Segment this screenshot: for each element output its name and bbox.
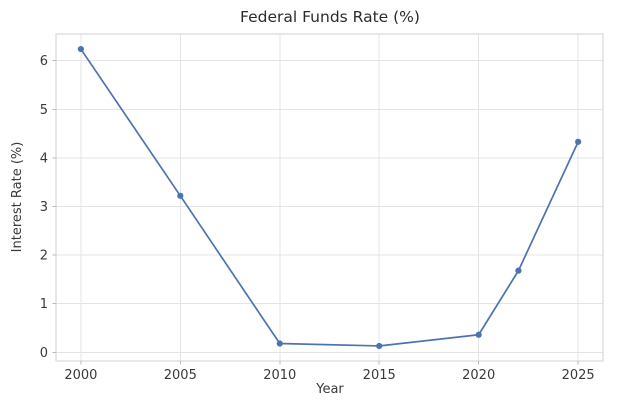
x-axis-label: Year	[315, 382, 344, 397]
y-axis-label: Interest Rate (%)	[10, 142, 25, 253]
axis-ticks: 2000 2005 2010 2015 2020 2025 0 1 2 3 4 5 6	[40, 54, 595, 383]
y-tick-label: 4	[40, 151, 48, 166]
x-tick-label: 2005	[164, 368, 197, 383]
y-tick-label: 2	[40, 249, 48, 264]
y-tick-label: 3	[40, 200, 48, 215]
data-point	[515, 267, 522, 274]
data-point	[177, 192, 184, 199]
data-point	[276, 340, 283, 347]
x-tick-label: 2000	[64, 368, 97, 383]
chart-title: Federal Funds Rate (%)	[240, 8, 420, 26]
x-tick-label: 2025	[562, 368, 595, 383]
x-tick-label: 2020	[462, 368, 495, 383]
y-tick-label: 1	[40, 297, 48, 312]
y-tick-label: 0	[40, 346, 48, 361]
data-point	[376, 342, 383, 350]
x-tick-label: 2015	[363, 368, 396, 383]
plot-border	[55, 33, 604, 362]
x-tick-label: 2010	[263, 368, 296, 383]
gridlines	[56, 34, 603, 361]
y-tick-label: 6	[40, 54, 48, 69]
data-point	[575, 138, 582, 145]
y-tick-label: 5	[40, 103, 48, 118]
series-line	[80, 48, 579, 347]
axes-spines	[55, 33, 604, 362]
data-point	[475, 331, 482, 338]
data-point	[77, 45, 84, 53]
data-series	[77, 45, 582, 350]
